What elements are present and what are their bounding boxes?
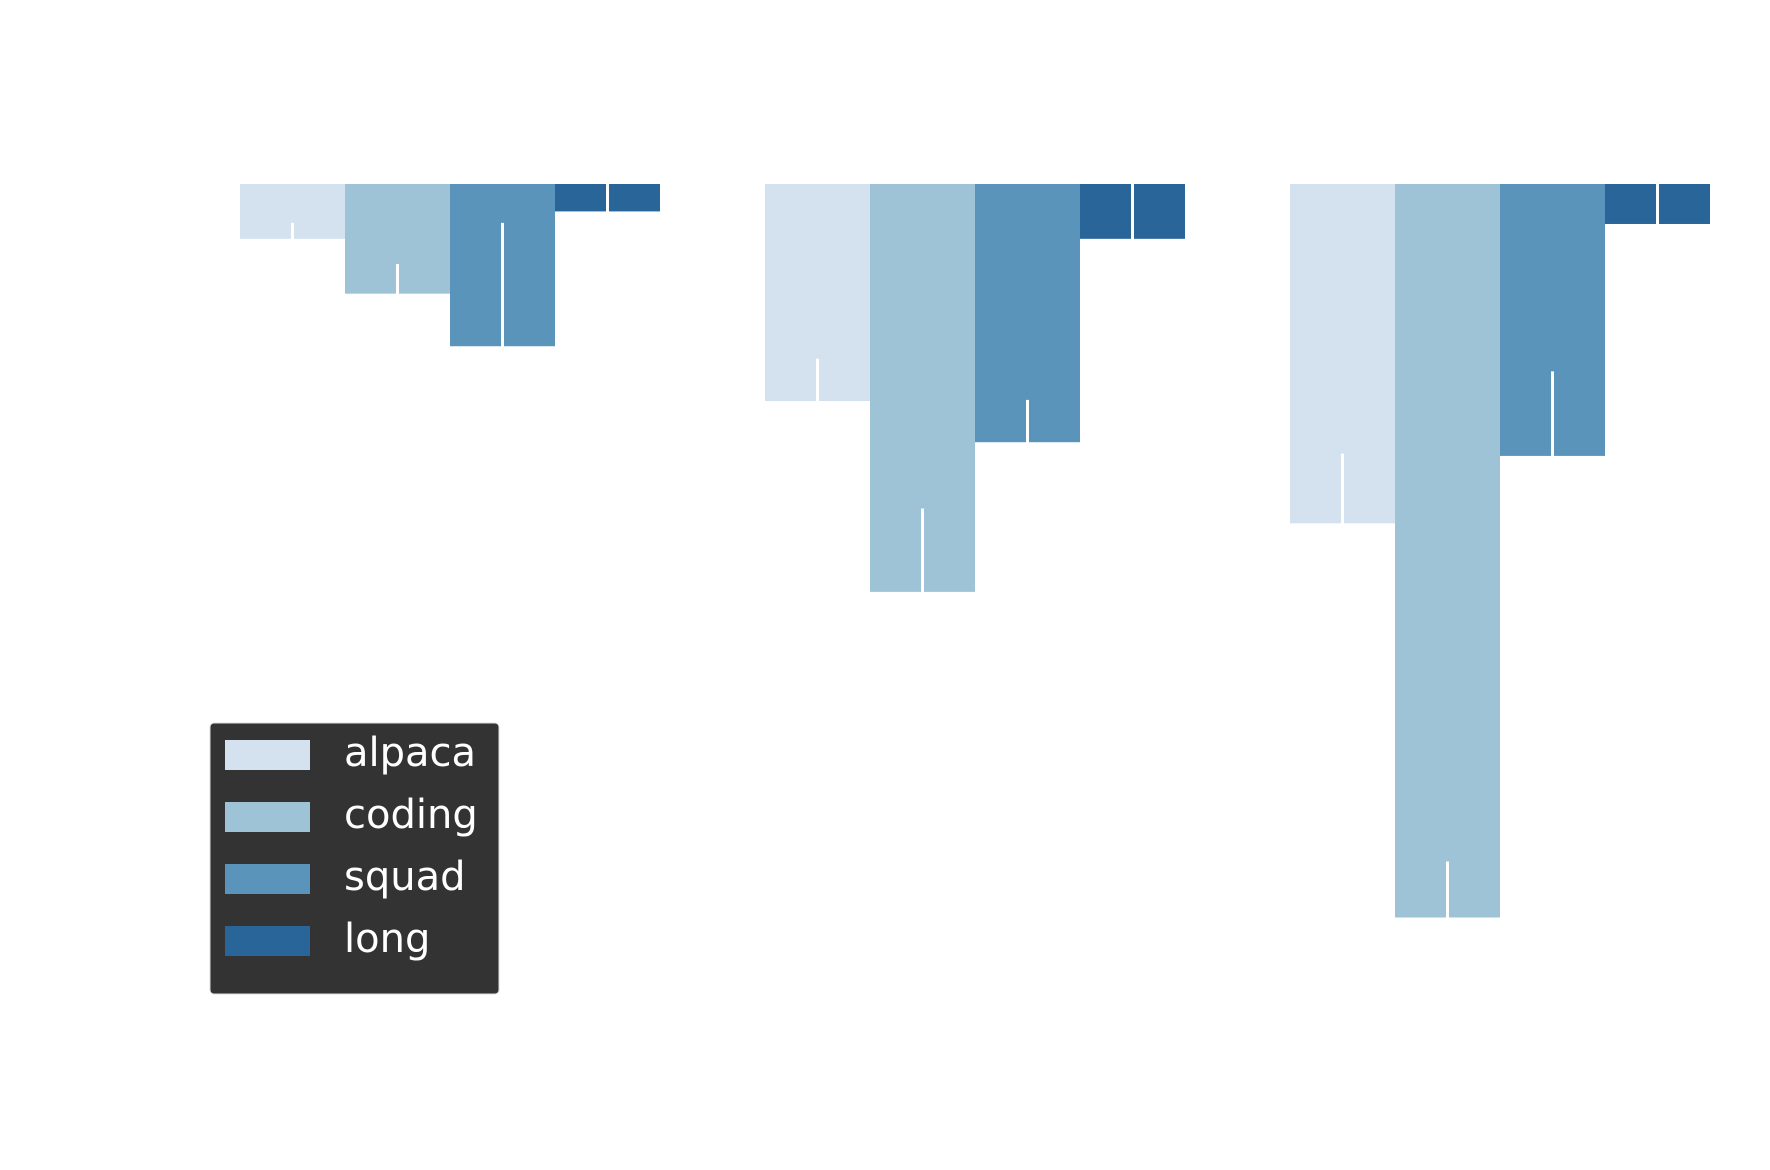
bar xyxy=(1395,184,1500,918)
legend-swatch xyxy=(225,740,310,770)
legend: alpaca coding squad long xyxy=(209,722,500,995)
bar xyxy=(975,184,1080,443)
legend-swatch xyxy=(225,864,310,894)
legend-label: long xyxy=(344,916,430,962)
legend-label: squad xyxy=(344,854,465,900)
legend-label: coding xyxy=(344,792,478,838)
legend-swatch xyxy=(225,802,310,832)
legend-label: alpaca xyxy=(344,730,476,776)
legend-swatch xyxy=(225,926,310,956)
